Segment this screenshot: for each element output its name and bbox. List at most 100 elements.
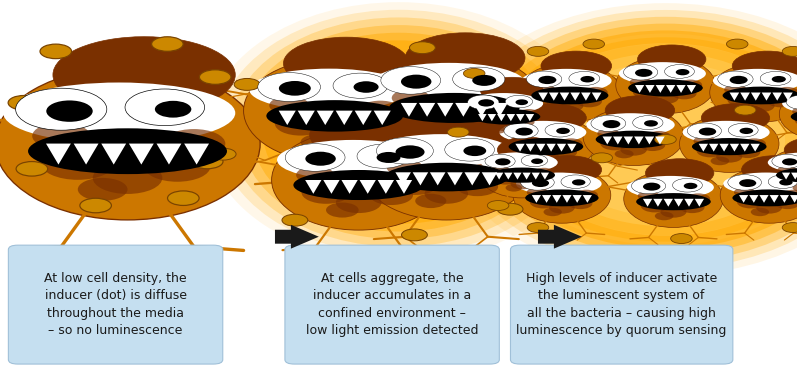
Circle shape	[569, 71, 599, 86]
Ellipse shape	[230, 18, 567, 247]
Circle shape	[730, 76, 748, 84]
Ellipse shape	[363, 124, 529, 220]
Circle shape	[78, 178, 128, 201]
Circle shape	[520, 175, 554, 190]
Circle shape	[401, 75, 431, 89]
Ellipse shape	[489, 168, 555, 183]
Polygon shape	[413, 172, 428, 185]
Circle shape	[597, 128, 619, 139]
Circle shape	[305, 152, 336, 166]
Circle shape	[354, 81, 379, 93]
FancyBboxPatch shape	[285, 245, 499, 364]
Circle shape	[630, 77, 651, 87]
Polygon shape	[395, 172, 411, 185]
Ellipse shape	[682, 121, 770, 144]
Ellipse shape	[284, 37, 409, 90]
Polygon shape	[478, 114, 487, 121]
Circle shape	[533, 84, 556, 95]
Circle shape	[559, 138, 583, 149]
Polygon shape	[316, 110, 334, 125]
Ellipse shape	[784, 137, 797, 163]
Circle shape	[782, 190, 797, 200]
Circle shape	[504, 123, 538, 139]
Ellipse shape	[450, 3, 797, 276]
Polygon shape	[751, 144, 760, 152]
Circle shape	[742, 106, 761, 115]
Circle shape	[144, 151, 210, 182]
Polygon shape	[526, 144, 535, 152]
Polygon shape	[643, 199, 652, 207]
Polygon shape	[674, 199, 683, 207]
Polygon shape	[73, 143, 99, 164]
Polygon shape	[709, 144, 718, 152]
Circle shape	[665, 65, 694, 78]
Ellipse shape	[293, 170, 424, 200]
Circle shape	[530, 196, 557, 208]
Polygon shape	[563, 195, 571, 203]
Polygon shape	[592, 92, 602, 101]
Circle shape	[210, 148, 236, 160]
Polygon shape	[156, 143, 182, 164]
Circle shape	[734, 187, 756, 197]
Circle shape	[760, 71, 791, 86]
Polygon shape	[572, 195, 582, 203]
Circle shape	[575, 190, 598, 200]
Circle shape	[532, 179, 549, 187]
Polygon shape	[492, 103, 508, 117]
Ellipse shape	[541, 51, 611, 81]
Polygon shape	[507, 114, 515, 121]
Circle shape	[234, 79, 260, 90]
Polygon shape	[656, 85, 665, 93]
Polygon shape	[634, 137, 644, 145]
Circle shape	[301, 181, 351, 204]
Polygon shape	[359, 180, 376, 194]
Circle shape	[275, 112, 326, 135]
Ellipse shape	[252, 33, 545, 232]
Ellipse shape	[481, 23, 797, 255]
Circle shape	[775, 198, 797, 209]
Circle shape	[568, 198, 592, 209]
Ellipse shape	[501, 33, 797, 246]
Circle shape	[693, 136, 715, 146]
Circle shape	[771, 154, 797, 168]
Ellipse shape	[516, 172, 602, 195]
Circle shape	[633, 116, 663, 130]
Circle shape	[670, 234, 692, 244]
Ellipse shape	[497, 115, 595, 172]
Circle shape	[151, 37, 183, 51]
Polygon shape	[677, 85, 685, 93]
Circle shape	[533, 168, 555, 177]
Ellipse shape	[765, 147, 797, 198]
Ellipse shape	[720, 167, 797, 223]
Polygon shape	[567, 144, 576, 152]
Ellipse shape	[741, 156, 797, 184]
Ellipse shape	[713, 69, 797, 92]
Circle shape	[672, 88, 697, 99]
Polygon shape	[401, 103, 417, 117]
Circle shape	[528, 157, 546, 165]
Polygon shape	[455, 103, 472, 117]
Circle shape	[537, 86, 563, 98]
Circle shape	[640, 139, 665, 151]
Circle shape	[751, 208, 769, 216]
Circle shape	[614, 150, 634, 158]
Circle shape	[493, 173, 518, 185]
Polygon shape	[751, 92, 760, 101]
Ellipse shape	[638, 45, 706, 73]
Circle shape	[453, 67, 505, 91]
Ellipse shape	[624, 170, 723, 228]
Ellipse shape	[768, 152, 797, 172]
Circle shape	[600, 137, 629, 150]
Circle shape	[647, 131, 671, 142]
Circle shape	[771, 76, 786, 83]
Circle shape	[777, 166, 796, 175]
Polygon shape	[557, 144, 566, 152]
Polygon shape	[583, 195, 592, 203]
Ellipse shape	[263, 40, 534, 224]
Circle shape	[572, 179, 586, 185]
Circle shape	[779, 179, 793, 185]
Circle shape	[32, 123, 90, 149]
Circle shape	[583, 39, 604, 49]
Polygon shape	[603, 137, 612, 145]
FancyArrow shape	[538, 225, 582, 249]
